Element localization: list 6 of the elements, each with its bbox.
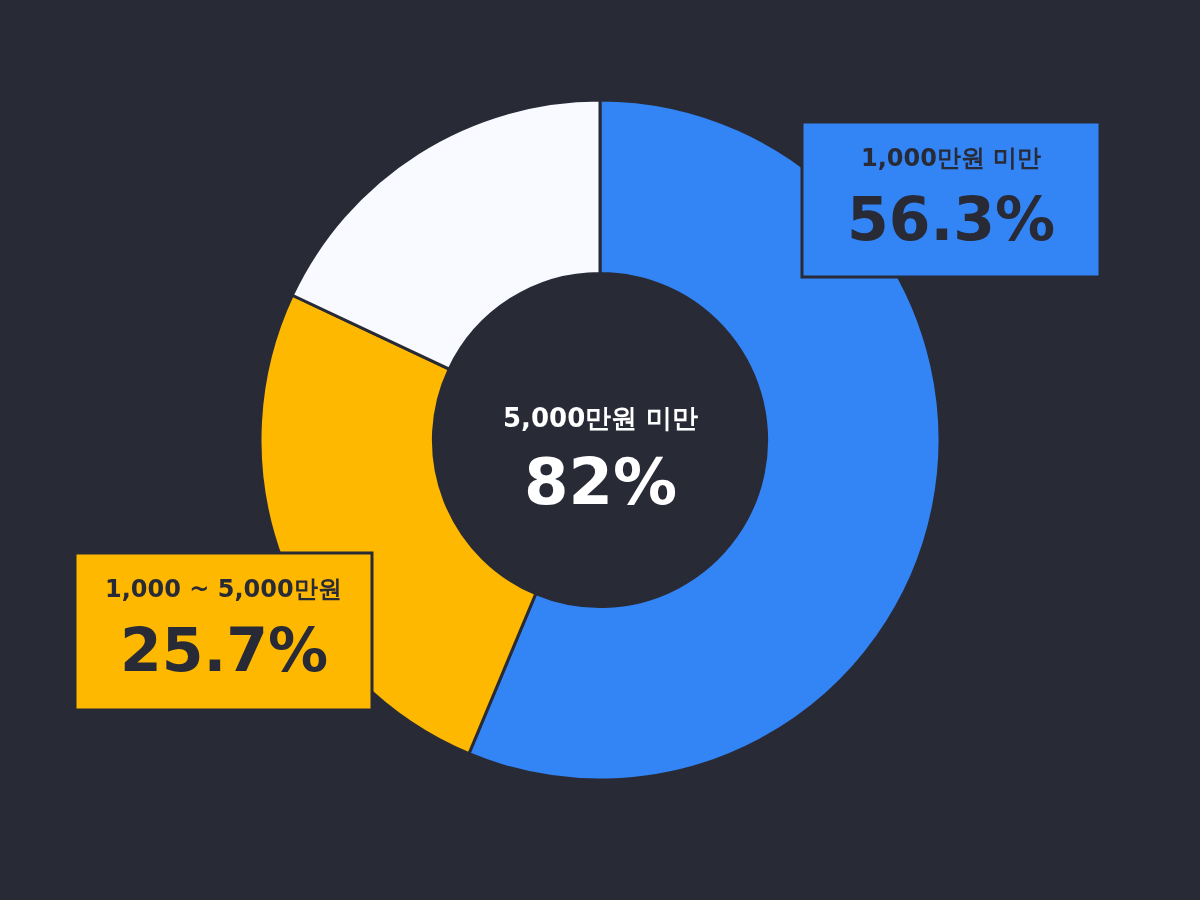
data-label: 25.7% [120, 615, 329, 685]
slice-label: 1,000 ~ 5,000만원 [105, 575, 342, 603]
data-label: 56.3% [847, 184, 1056, 254]
text: 82% [524, 445, 678, 519]
text: 5,000만원 미만 [503, 403, 699, 433]
slice-label: 1,000만원 미만 [861, 144, 1042, 172]
